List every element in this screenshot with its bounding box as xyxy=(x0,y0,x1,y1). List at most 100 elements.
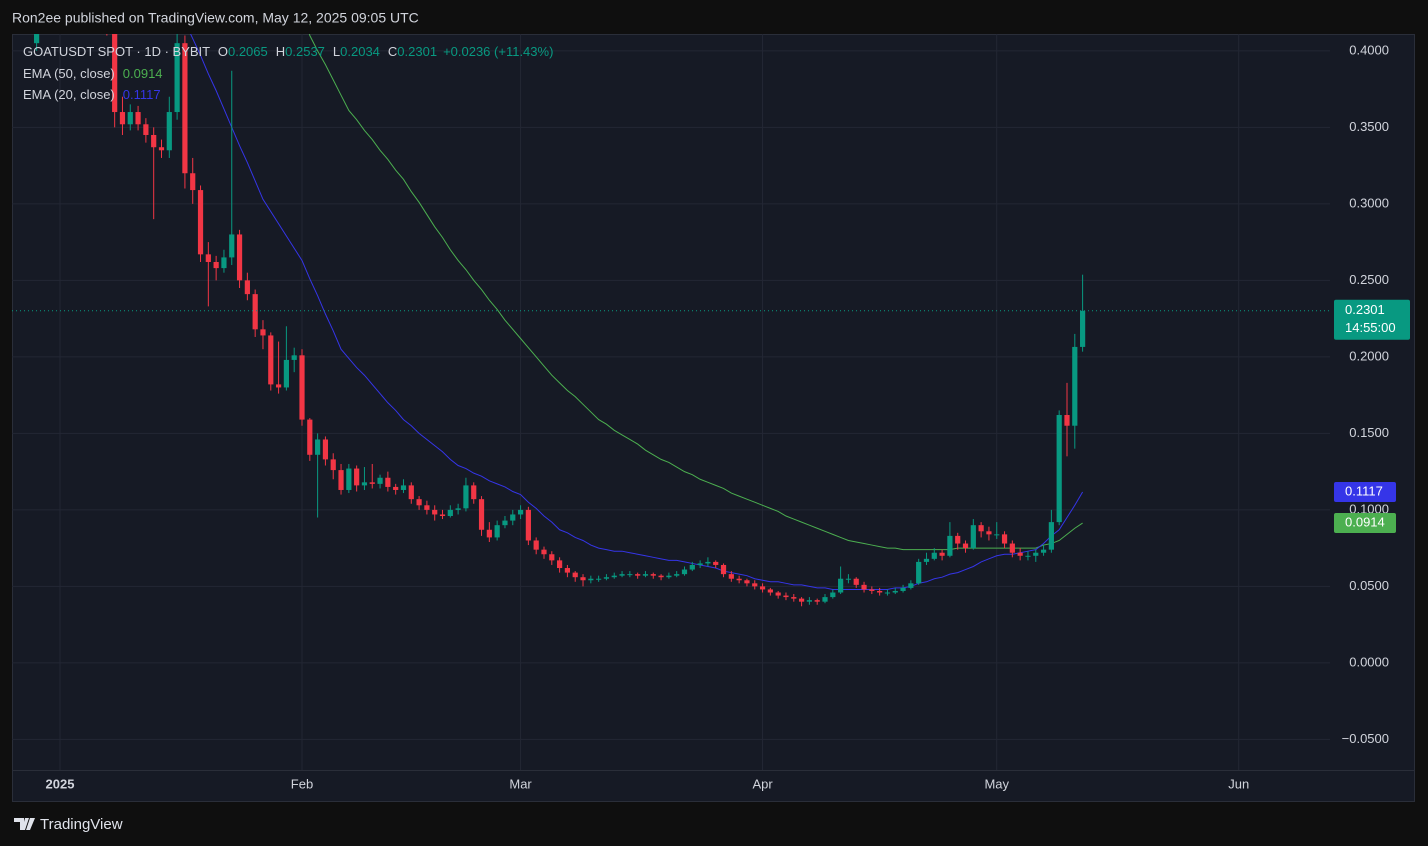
candle-body xyxy=(728,574,734,579)
candle-body xyxy=(775,592,781,596)
candle-body xyxy=(213,261,219,269)
candle-body xyxy=(393,486,399,490)
candle-body xyxy=(853,578,859,585)
candle-body xyxy=(1064,415,1070,426)
candle-body xyxy=(619,574,625,576)
logo xyxy=(14,818,35,830)
candle-body xyxy=(260,329,266,336)
candle-body xyxy=(486,529,492,538)
candle-body xyxy=(236,234,243,281)
candle-body xyxy=(151,134,157,148)
candle-body xyxy=(892,590,898,593)
candle-body xyxy=(533,540,539,550)
x-tick-label: Mar xyxy=(509,776,532,791)
legend-ema20: EMA (20, close) 0.1117 xyxy=(23,87,161,102)
legend-name: EMA (50, close) xyxy=(23,66,115,81)
ema-line xyxy=(190,34,1084,590)
candle-body xyxy=(432,509,438,515)
x-tick-label: May xyxy=(984,776,1009,791)
candle-body xyxy=(346,468,352,490)
countdown: 14:55:00 xyxy=(1345,320,1396,335)
ohlc-value: 0.2065 xyxy=(228,44,268,59)
y-tick-label: 0.2500 xyxy=(1349,272,1389,287)
candle-body xyxy=(900,587,906,591)
candle-body xyxy=(947,535,953,556)
header-text: Ron2ee published on TradingView.com, May… xyxy=(12,10,419,26)
candle-body xyxy=(869,589,875,591)
candle-body xyxy=(385,477,391,487)
candle-body xyxy=(315,439,321,455)
candle-body xyxy=(1072,346,1078,426)
candle-body xyxy=(681,569,688,575)
candle-body xyxy=(1009,543,1015,553)
last-price-bg xyxy=(1334,299,1410,340)
candle-body xyxy=(588,578,594,581)
candle-body xyxy=(252,294,258,330)
candle-body xyxy=(752,583,758,587)
candle-body xyxy=(299,355,305,420)
x-tick-label: Jun xyxy=(1228,776,1249,791)
candle-body xyxy=(182,43,188,174)
candle-body xyxy=(478,499,485,530)
candle-body xyxy=(627,574,633,576)
candle-body xyxy=(471,485,477,500)
candle-body xyxy=(830,592,836,598)
candle-body xyxy=(658,575,664,578)
candle-body xyxy=(330,459,336,471)
candle-body xyxy=(112,34,118,113)
candle-body xyxy=(580,577,586,581)
candle-body xyxy=(697,563,703,565)
candle-body xyxy=(908,583,914,588)
chart-pane xyxy=(12,34,1415,802)
candle-body xyxy=(994,534,1000,536)
y-tick-label: 0.0500 xyxy=(1349,578,1389,593)
x-tick-label: Apr xyxy=(752,776,773,791)
candle-body xyxy=(447,509,453,516)
ohlc-value: 0.2537 xyxy=(285,44,325,59)
symbol: GOATUSDT SPOT · 1D · BYBIT xyxy=(23,44,210,59)
candle-body xyxy=(572,572,578,578)
candle-body xyxy=(603,577,610,579)
candle-body xyxy=(1017,552,1023,556)
candle-body xyxy=(307,419,313,455)
candle-body xyxy=(564,568,571,573)
candle-body xyxy=(923,558,930,562)
candle-body xyxy=(931,552,937,559)
candle-body xyxy=(666,575,672,578)
candle-body xyxy=(783,595,789,598)
legend-name: EMA (20, close) xyxy=(23,87,115,102)
ohlc-letter: C xyxy=(388,44,397,59)
candle-body xyxy=(1033,552,1039,556)
candle-body xyxy=(986,531,992,535)
brand: TradingView xyxy=(40,816,123,833)
candle-body xyxy=(174,43,180,113)
ema-label: 0.1117 xyxy=(1345,483,1383,498)
y-tick-label: 0.1500 xyxy=(1349,425,1389,440)
y-tick-label: 0.1000 xyxy=(1349,501,1389,516)
candle-body xyxy=(197,190,204,255)
ema-label-bg xyxy=(1334,481,1396,502)
ohlc-value: 0.2301 xyxy=(397,44,437,59)
candle-body xyxy=(541,549,547,555)
candle-body xyxy=(720,564,727,575)
candle-body xyxy=(158,147,165,151)
candle-body xyxy=(322,439,329,460)
candle-body xyxy=(736,578,742,581)
axes: 0.4000 0.3500 0.3000 0.2500 0.2000 0.1500 0.10… xyxy=(46,42,1410,791)
candle-body xyxy=(767,589,773,593)
y-tick-label: 0.3500 xyxy=(1349,119,1389,134)
candle-body xyxy=(689,564,695,570)
y-tick-label: 0.0000 xyxy=(1349,654,1389,669)
candle-body xyxy=(354,468,360,486)
candle-body xyxy=(557,560,563,569)
candle-body xyxy=(838,578,844,593)
candle-body xyxy=(205,254,211,262)
x-tick-label: Feb xyxy=(291,776,313,791)
candle-body xyxy=(611,575,617,578)
logo-mark xyxy=(14,818,35,830)
ema-label-bg xyxy=(1334,513,1396,534)
candle-body xyxy=(650,574,656,576)
candle-body xyxy=(806,600,812,602)
candle-body xyxy=(861,584,867,590)
